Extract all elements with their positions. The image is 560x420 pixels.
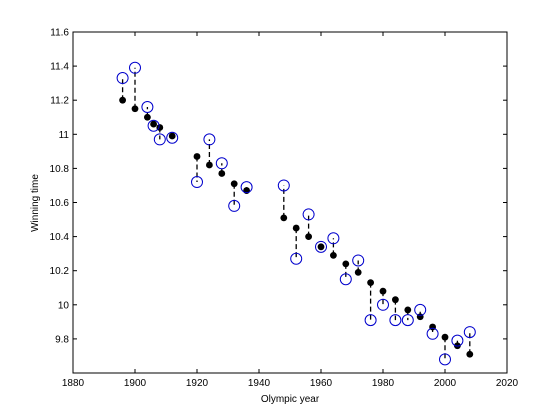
predicted-point: [439, 353, 451, 366]
predicted-point: [240, 181, 253, 194]
x-tick-label: 2000: [434, 378, 457, 389]
y-tick-label: 10.6: [50, 198, 70, 209]
predicted-point: [414, 303, 427, 316]
actual-point: [292, 224, 300, 232]
predicted-point: [153, 133, 166, 146]
predicted-point: [352, 254, 365, 267]
predicted-point: [290, 252, 303, 265]
y-tick-label: 11: [59, 130, 70, 141]
x-tick-label: 1880: [62, 378, 85, 389]
y-tick-label: 10.8: [50, 164, 70, 175]
predicted-point: [451, 334, 464, 347]
x-tick-label: 1980: [372, 378, 395, 389]
tick-labels: 1880 1900 1920 1940 1960 1980 2000 2020 9.8 10 10.…: [50, 28, 519, 390]
predicted-point: [191, 176, 203, 189]
predicted-point: [141, 101, 154, 114]
predicted-point: [277, 179, 290, 192]
predicted-point: [302, 208, 315, 221]
x-tick-label: 1920: [186, 378, 209, 389]
actual-point: [144, 113, 151, 121]
predicted-point: [315, 240, 327, 253]
predicted-point: [166, 131, 179, 144]
predicted-point: [228, 199, 241, 212]
x-tick-label: 1900: [124, 378, 147, 389]
y-axis-label: Winning time: [30, 174, 41, 232]
actual-points: [119, 96, 474, 358]
actual-point: [150, 120, 158, 128]
actual-point: [230, 180, 238, 188]
predicted-point: [147, 119, 160, 132]
actual-point: [119, 96, 126, 104]
actual-point: [466, 350, 474, 358]
y-tick-label: 11.2: [50, 96, 69, 107]
actual-point: [193, 153, 201, 160]
y-tick-label: 10.2: [50, 266, 70, 277]
y-tick-label: 11.4: [50, 62, 69, 73]
actual-point: [367, 279, 374, 287]
actual-point: [218, 170, 226, 177]
predicted-point: [203, 133, 216, 146]
predicted-point: [463, 326, 476, 339]
predicted-point: [215, 157, 228, 170]
predicted-point: [426, 327, 439, 340]
actual-point: [330, 251, 337, 259]
actual-point: [305, 233, 312, 241]
y-tick-label: 10: [58, 300, 70, 311]
actual-point: [317, 243, 325, 251]
y-tick-label: 11.6: [50, 28, 69, 39]
actual-point: [131, 105, 139, 113]
predicted-point: [377, 298, 389, 311]
x-tick-label: 1940: [248, 378, 271, 389]
actual-point: [206, 161, 213, 169]
x-tick-label: 2020: [496, 378, 519, 389]
actual-point: [404, 306, 412, 314]
actual-point: [354, 269, 362, 276]
predicted-point: [327, 232, 340, 245]
predicted-points: [116, 61, 476, 366]
actual-point: [280, 214, 288, 222]
actual-point: [168, 132, 176, 140]
plot-area: [72, 31, 508, 374]
predicted-point: [389, 314, 402, 327]
predicted-point: [129, 61, 141, 74]
actual-point: [392, 296, 399, 304]
y-tick-label: 10.4: [50, 232, 70, 243]
y-tick-label: 9.8: [55, 334, 69, 345]
actual-point: [379, 287, 387, 295]
actual-point: [441, 333, 449, 341]
axes-ticks: [72, 31, 508, 373]
predicted-point: [401, 314, 414, 327]
predicted-point: [116, 72, 129, 85]
x-axis-label: Olympic year: [261, 394, 320, 405]
predicted-point: [364, 314, 377, 327]
actual-point: [342, 260, 350, 268]
x-tick-label: 1960: [310, 378, 333, 389]
predicted-point: [339, 273, 352, 286]
